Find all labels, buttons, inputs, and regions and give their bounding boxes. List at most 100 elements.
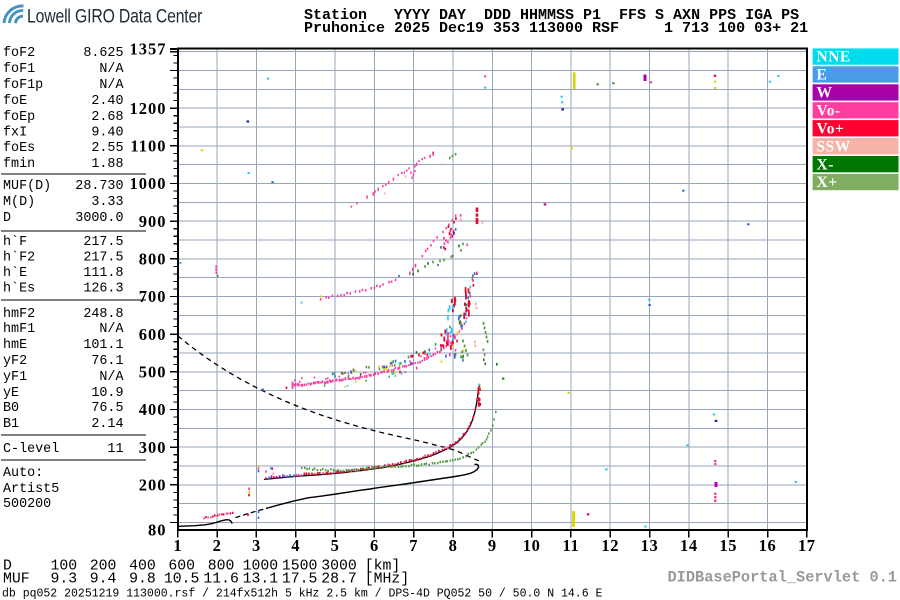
svg-text:500200: 500200 (3, 497, 51, 512)
svg-text:X-: X- (817, 156, 834, 173)
svg-text:W: W (817, 85, 833, 102)
svg-text:28.730: 28.730 (75, 179, 123, 194)
svg-text:400: 400 (129, 558, 156, 574)
svg-text:C-level: C-level (3, 442, 59, 457)
svg-text:foEp: foEp (3, 110, 35, 125)
svg-text:h`E: h`E (3, 266, 27, 281)
svg-text:11: 11 (107, 442, 123, 457)
svg-text:[km]: [km] (365, 558, 401, 574)
svg-text:13: 13 (641, 536, 659, 555)
svg-text:9.8: 9.8 (129, 572, 156, 588)
svg-text:11: 11 (563, 536, 580, 555)
svg-text:9.4: 9.4 (90, 572, 117, 588)
svg-text:yE: yE (3, 386, 19, 401)
svg-text:10: 10 (523, 536, 541, 555)
svg-text:D: D (3, 558, 12, 574)
svg-text:1000: 1000 (243, 558, 279, 574)
svg-text:B1: B1 (3, 417, 19, 432)
svg-text:4: 4 (291, 536, 300, 555)
svg-text:900: 900 (139, 212, 167, 231)
svg-text:foF2: foF2 (3, 46, 35, 61)
svg-text:2.68: 2.68 (91, 110, 123, 125)
svg-text:17.5: 17.5 (282, 572, 318, 588)
svg-text:yF2: yF2 (3, 354, 27, 369)
svg-text:3: 3 (252, 536, 261, 555)
svg-text:2.40: 2.40 (91, 94, 123, 109)
svg-text:7: 7 (409, 536, 418, 555)
svg-text:600: 600 (139, 325, 167, 344)
svg-text:10.9: 10.9 (91, 386, 123, 401)
svg-text:1: 1 (173, 536, 182, 555)
svg-text:6: 6 (370, 536, 379, 555)
svg-text:1000: 1000 (130, 174, 167, 193)
svg-text:217.5: 217.5 (83, 250, 123, 265)
svg-text:h`Es: h`Es (3, 282, 35, 297)
svg-text:8.625: 8.625 (83, 46, 123, 61)
svg-text:2.55: 2.55 (91, 141, 123, 156)
svg-text:200: 200 (90, 558, 117, 574)
svg-text:500: 500 (139, 363, 167, 382)
svg-text:2: 2 (213, 536, 222, 555)
svg-text:800: 800 (208, 558, 235, 574)
svg-text:D: D (3, 211, 11, 226)
svg-text:300: 300 (139, 438, 167, 457)
svg-text:101.1: 101.1 (83, 338, 123, 353)
svg-text:E: E (817, 67, 828, 84)
svg-text:28.7: 28.7 (321, 572, 357, 588)
svg-text:80: 80 (148, 521, 167, 540)
svg-text:Artist5: Artist5 (3, 482, 59, 497)
svg-text:foE: foE (3, 94, 27, 109)
svg-text:76.1: 76.1 (91, 354, 123, 369)
svg-text:9: 9 (488, 536, 497, 555)
svg-text:X+: X+ (817, 174, 838, 191)
svg-text:hmF1: hmF1 (3, 322, 35, 337)
svg-text:200: 200 (139, 476, 167, 495)
svg-text:12: 12 (601, 536, 619, 555)
svg-text:SSW: SSW (817, 138, 851, 155)
svg-text:15: 15 (719, 536, 737, 555)
svg-text:NNE: NNE (817, 49, 851, 66)
svg-text:400: 400 (139, 400, 167, 419)
svg-text:Auto:: Auto: (3, 466, 43, 481)
svg-text:DIDBasePortal_Servlet 0.1: DIDBasePortal_Servlet 0.1 (668, 569, 898, 587)
svg-text:N/A: N/A (99, 322, 124, 337)
svg-text:3000.0: 3000.0 (75, 211, 123, 226)
svg-text:[MHz]: [MHz] (365, 572, 409, 588)
svg-text:fxI: fxI (3, 125, 27, 140)
svg-text:N/A: N/A (99, 78, 124, 93)
svg-text:111.8: 111.8 (83, 266, 123, 281)
svg-text:hmE: hmE (3, 338, 27, 353)
svg-text:2.14: 2.14 (91, 417, 123, 432)
svg-text:3000: 3000 (321, 558, 357, 574)
svg-text:N/A: N/A (99, 62, 124, 77)
svg-text:5: 5 (331, 536, 340, 555)
svg-text:17: 17 (798, 536, 816, 555)
svg-text:700: 700 (139, 287, 167, 306)
svg-text:16: 16 (759, 536, 777, 555)
svg-text:B0: B0 (3, 401, 19, 416)
svg-text:foF1p: foF1p (3, 78, 43, 93)
svg-text:yF1: yF1 (3, 370, 27, 385)
svg-text:Lowell GIRO Data Center: Lowell GIRO Data Center (27, 5, 203, 27)
svg-text:100: 100 (50, 558, 77, 574)
svg-text:3.33: 3.33 (91, 195, 123, 210)
svg-text:Pruhonice 2025 Dec19 353 11300: Pruhonice 2025 Dec19 353 113000 RSF 1 71… (304, 20, 808, 37)
svg-text:h`F2: h`F2 (3, 250, 35, 265)
svg-text:10.5: 10.5 (164, 572, 200, 588)
svg-text:foF1: foF1 (3, 62, 35, 77)
svg-text:9.3: 9.3 (50, 572, 77, 588)
svg-text:MUF(D): MUF(D) (3, 179, 51, 194)
svg-text:db pq052 20251219 113000.rsf /: db pq052 20251219 113000.rsf / 214fx512h… (2, 587, 602, 600)
svg-text:14: 14 (680, 536, 698, 555)
svg-text:Vo+: Vo+ (817, 120, 845, 137)
svg-text:MUF: MUF (3, 572, 30, 588)
svg-text:600: 600 (168, 558, 195, 574)
svg-text:1357: 1357 (130, 40, 167, 59)
svg-text:1100: 1100 (130, 137, 166, 156)
svg-text:126.3: 126.3 (83, 282, 123, 297)
svg-text:76.5: 76.5 (91, 401, 123, 416)
svg-text:217.5: 217.5 (83, 235, 123, 250)
svg-text:9.40: 9.40 (91, 125, 123, 140)
svg-text:h`F: h`F (3, 235, 27, 250)
svg-text:N/A: N/A (99, 370, 124, 385)
